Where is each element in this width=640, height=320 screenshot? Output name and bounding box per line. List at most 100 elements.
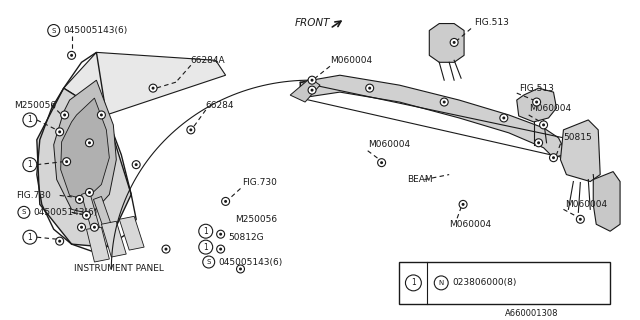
Polygon shape — [300, 75, 563, 158]
Circle shape — [308, 86, 316, 94]
Circle shape — [380, 161, 383, 164]
Circle shape — [221, 197, 230, 205]
Circle shape — [83, 211, 90, 219]
Text: FIG.730: FIG.730 — [16, 191, 51, 200]
Circle shape — [80, 226, 83, 229]
Polygon shape — [86, 227, 109, 262]
Circle shape — [219, 248, 222, 251]
Circle shape — [217, 230, 225, 238]
Circle shape — [534, 139, 543, 147]
Text: A660001308: A660001308 — [505, 309, 559, 318]
Circle shape — [93, 226, 96, 229]
Text: 1: 1 — [28, 160, 32, 169]
Circle shape — [88, 191, 91, 194]
Polygon shape — [101, 221, 126, 257]
Circle shape — [368, 87, 371, 90]
Polygon shape — [63, 52, 226, 115]
Circle shape — [540, 121, 548, 129]
Text: S: S — [207, 259, 211, 265]
Circle shape — [68, 52, 76, 59]
Text: 045005143(6): 045005143(6) — [34, 208, 98, 217]
Text: M250056: M250056 — [236, 215, 278, 224]
Text: FIG.730: FIG.730 — [243, 178, 277, 187]
Circle shape — [450, 38, 458, 46]
Text: INSTRUMENT PANEL: INSTRUMENT PANEL — [74, 264, 163, 274]
Text: 1: 1 — [204, 227, 208, 236]
Circle shape — [502, 116, 506, 119]
Circle shape — [85, 214, 88, 217]
Circle shape — [535, 100, 538, 104]
Circle shape — [237, 265, 244, 273]
Circle shape — [440, 98, 448, 106]
Circle shape — [86, 139, 93, 147]
Circle shape — [577, 215, 584, 223]
Text: M250056: M250056 — [14, 100, 56, 109]
Polygon shape — [119, 216, 144, 250]
Circle shape — [532, 98, 541, 106]
Text: 1: 1 — [28, 233, 32, 242]
Text: S: S — [52, 28, 56, 34]
Text: 1: 1 — [28, 116, 32, 124]
Circle shape — [86, 188, 93, 196]
Circle shape — [310, 89, 314, 92]
Circle shape — [58, 240, 61, 243]
Circle shape — [164, 248, 168, 251]
Polygon shape — [81, 191, 101, 237]
Text: FIG.513: FIG.513 — [474, 18, 509, 27]
Text: M060004: M060004 — [368, 140, 410, 149]
Text: 66284A: 66284A — [191, 56, 225, 65]
Polygon shape — [429, 24, 464, 62]
Circle shape — [239, 268, 242, 270]
Circle shape — [459, 200, 467, 208]
Circle shape — [77, 223, 86, 231]
Polygon shape — [290, 78, 320, 102]
Circle shape — [217, 245, 225, 253]
Polygon shape — [61, 98, 109, 199]
Circle shape — [187, 126, 195, 134]
Circle shape — [65, 160, 68, 163]
Text: 1: 1 — [204, 243, 208, 252]
Circle shape — [63, 158, 70, 166]
Text: M060004: M060004 — [330, 56, 372, 65]
Polygon shape — [54, 80, 116, 214]
Circle shape — [365, 84, 374, 92]
Circle shape — [579, 218, 582, 221]
Circle shape — [132, 161, 140, 169]
Text: S: S — [22, 209, 26, 215]
Circle shape — [76, 196, 83, 204]
Polygon shape — [37, 88, 131, 247]
Text: 50815: 50815 — [563, 133, 592, 142]
Circle shape — [70, 54, 73, 57]
Polygon shape — [561, 120, 600, 181]
Circle shape — [378, 159, 385, 167]
Polygon shape — [93, 196, 116, 242]
Circle shape — [537, 141, 540, 144]
Circle shape — [308, 76, 316, 84]
Circle shape — [56, 128, 63, 136]
Text: 50812G: 50812G — [228, 233, 264, 242]
Circle shape — [56, 237, 63, 245]
Text: M060004: M060004 — [565, 200, 607, 209]
Circle shape — [90, 223, 99, 231]
Circle shape — [443, 100, 445, 104]
Circle shape — [550, 154, 557, 162]
Circle shape — [219, 233, 222, 236]
Circle shape — [152, 87, 155, 90]
Circle shape — [78, 198, 81, 201]
Text: BEAM: BEAM — [408, 175, 433, 184]
Text: M060004: M060004 — [529, 103, 571, 113]
Circle shape — [461, 203, 465, 206]
Circle shape — [97, 111, 106, 119]
Circle shape — [134, 163, 138, 166]
Circle shape — [189, 128, 192, 131]
Text: FIG.513: FIG.513 — [519, 84, 554, 92]
Text: 045005143(6): 045005143(6) — [219, 258, 283, 267]
Circle shape — [149, 84, 157, 92]
Text: 045005143(6): 045005143(6) — [63, 26, 128, 35]
Text: 66284: 66284 — [205, 100, 234, 109]
Text: FRONT: FRONT — [295, 18, 331, 28]
Circle shape — [542, 124, 545, 126]
Circle shape — [88, 141, 91, 144]
Polygon shape — [516, 88, 557, 122]
Circle shape — [100, 114, 103, 116]
